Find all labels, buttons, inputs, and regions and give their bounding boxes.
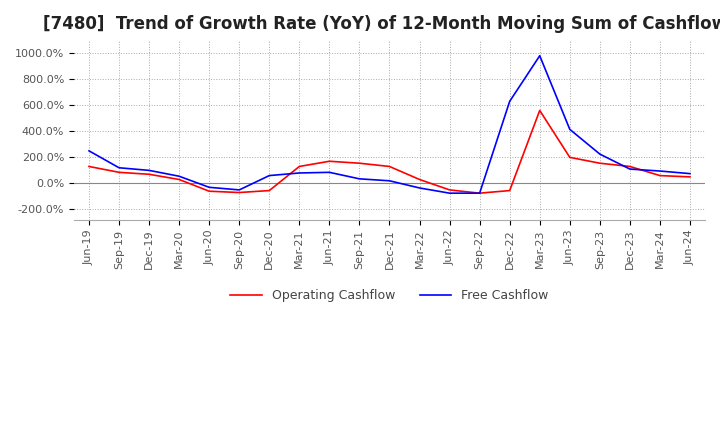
Free Cashflow — [595, 151, 604, 157]
Free Cashflow — [235, 187, 243, 193]
Free Cashflow — [505, 99, 514, 104]
Free Cashflow — [656, 169, 665, 174]
Free Cashflow — [175, 174, 184, 179]
Free Cashflow — [415, 185, 424, 191]
Operating Cashflow — [626, 164, 634, 169]
Operating Cashflow — [325, 158, 333, 164]
Operating Cashflow — [505, 188, 514, 193]
Free Cashflow — [114, 165, 123, 170]
Line: Free Cashflow: Free Cashflow — [89, 56, 690, 193]
Legend: Operating Cashflow, Free Cashflow: Operating Cashflow, Free Cashflow — [225, 284, 554, 307]
Free Cashflow — [85, 148, 94, 154]
Operating Cashflow — [295, 164, 304, 169]
Operating Cashflow — [235, 190, 243, 195]
Free Cashflow — [565, 127, 574, 132]
Free Cashflow — [265, 173, 274, 178]
Free Cashflow — [385, 178, 394, 183]
Operating Cashflow — [656, 173, 665, 178]
Operating Cashflow — [355, 161, 364, 166]
Free Cashflow — [355, 176, 364, 181]
Operating Cashflow — [205, 189, 214, 194]
Operating Cashflow — [415, 177, 424, 182]
Operating Cashflow — [595, 161, 604, 166]
Title: [7480]  Trend of Growth Rate (YoY) of 12-Month Moving Sum of Cashflows: [7480] Trend of Growth Rate (YoY) of 12-… — [42, 15, 720, 33]
Free Cashflow — [325, 170, 333, 175]
Line: Operating Cashflow: Operating Cashflow — [89, 110, 690, 193]
Operating Cashflow — [85, 164, 94, 169]
Operating Cashflow — [385, 164, 394, 169]
Free Cashflow — [205, 185, 214, 190]
Free Cashflow — [536, 53, 544, 59]
Operating Cashflow — [175, 177, 184, 182]
Operating Cashflow — [685, 174, 694, 180]
Free Cashflow — [685, 171, 694, 176]
Operating Cashflow — [445, 187, 454, 193]
Free Cashflow — [626, 166, 634, 172]
Free Cashflow — [145, 168, 153, 173]
Free Cashflow — [445, 191, 454, 196]
Operating Cashflow — [565, 155, 574, 160]
Operating Cashflow — [536, 108, 544, 113]
Free Cashflow — [295, 170, 304, 176]
Operating Cashflow — [145, 172, 153, 177]
Free Cashflow — [475, 191, 484, 196]
Operating Cashflow — [114, 170, 123, 175]
Operating Cashflow — [475, 191, 484, 196]
Operating Cashflow — [265, 188, 274, 193]
